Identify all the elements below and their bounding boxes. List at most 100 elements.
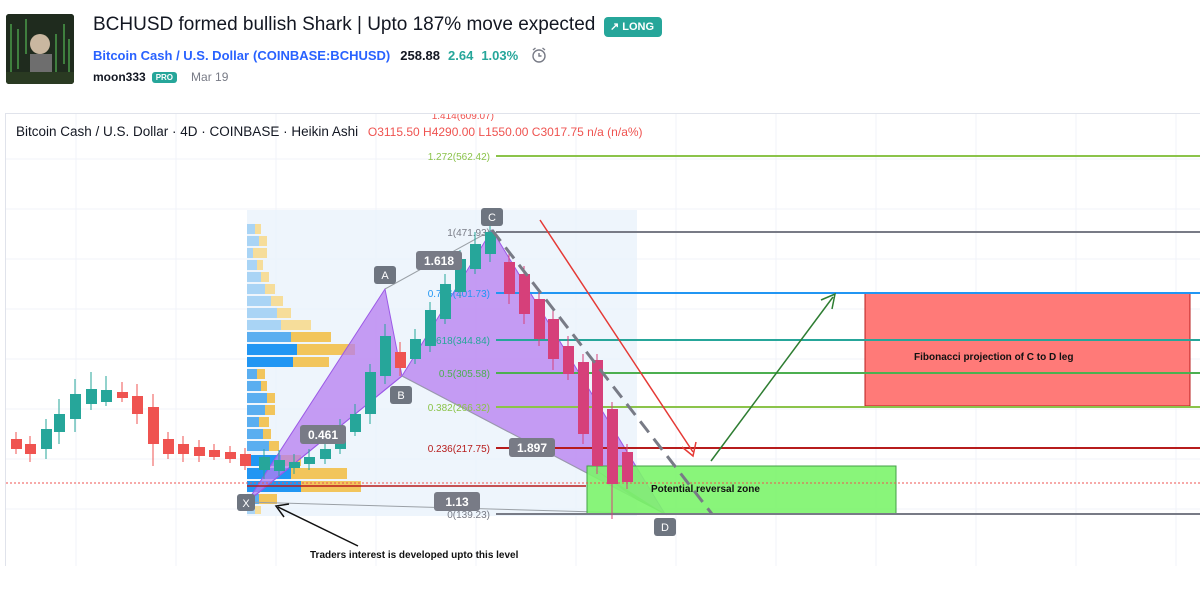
fib-label-0236: 0.236(217.75) xyxy=(428,444,490,455)
candle-body xyxy=(70,394,81,419)
candle-body xyxy=(101,390,112,402)
fib-projection-box xyxy=(864,292,1191,407)
candle-body xyxy=(425,310,436,346)
candle-body xyxy=(86,389,97,404)
price-change-percent: 1.03% xyxy=(481,47,519,63)
fib-label-1272: 1.272(562.42) xyxy=(428,152,490,163)
fib-label-0382: 0.382(266.32) xyxy=(428,403,490,414)
point-x-box xyxy=(237,494,255,511)
ratio-0461-box xyxy=(300,425,346,444)
ratio-1897-box xyxy=(509,438,555,457)
idea-header: BCHUSD formed bullish Shark | Upto 187% … xyxy=(0,0,1200,100)
candle-body xyxy=(194,447,205,456)
candle-body xyxy=(395,352,406,368)
green-target-arrow xyxy=(710,296,834,462)
fib-label-0: 0(139.23) xyxy=(447,510,490,521)
symbol-name-link[interactable]: Bitcoin Cash / U.S. Dollar xyxy=(93,47,250,63)
idea-title: BCHUSD formed bullish Shark | Upto 187% … xyxy=(93,14,596,35)
candle-body xyxy=(163,439,174,454)
black-arrow-head xyxy=(274,503,290,518)
author-row: moon333 PRO Mar 19 xyxy=(93,70,228,84)
candle-body xyxy=(470,244,481,269)
point-b-box xyxy=(390,386,412,404)
fib-label-0786: 0.786(401.73) xyxy=(428,289,490,300)
candle-body xyxy=(117,392,128,398)
cd-dashed-projection xyxy=(490,229,714,515)
candle-body xyxy=(440,284,451,319)
candle-body xyxy=(178,444,189,454)
candle-body xyxy=(209,450,220,457)
candle-body xyxy=(289,462,300,468)
candle-body xyxy=(259,457,270,470)
ohlc-values: O3115.50 H4290.00 L1550.00 C3017.75 n/a … xyxy=(367,125,643,139)
black-annotation-arrow xyxy=(277,506,359,547)
green-arrow-head xyxy=(820,292,837,310)
last-price: 258.88 xyxy=(400,47,441,63)
candle-body xyxy=(548,319,559,359)
chart-canvas[interactable]: Potential reversal zone Fibonacci projec… xyxy=(6,114,1200,566)
candle-body xyxy=(485,232,496,254)
fib-retracement xyxy=(6,155,1200,515)
ratio-1618-label: 1.618 xyxy=(424,254,454,268)
long-badge[interactable]: ↗ LONG xyxy=(604,17,663,37)
point-a-box xyxy=(374,266,396,284)
idea-thumbnail[interactable] xyxy=(6,14,74,84)
fib-label-1414: 1.414(609.07) xyxy=(432,114,494,122)
chart-legend: Bitcoin Cash / U.S. Dollar · 4D · COINBA… xyxy=(16,124,643,139)
alarm-clock-icon[interactable] xyxy=(530,46,548,64)
ratio-113-label: 1.13 xyxy=(445,495,469,509)
candle-body xyxy=(365,372,376,414)
candle-body xyxy=(11,439,22,449)
candle-body xyxy=(25,444,36,454)
symbol-exchange-link[interactable]: (COINBASE:BCHUSD) xyxy=(253,47,391,63)
candle-body xyxy=(225,452,236,459)
point-c-box xyxy=(481,208,503,226)
candle-body xyxy=(519,274,530,314)
candle-body xyxy=(320,449,331,459)
candle-body xyxy=(455,259,466,292)
pro-badge: PRO xyxy=(151,71,178,83)
symbol-row: Bitcoin Cash / U.S. Dollar (COINBASE:BCH… xyxy=(93,46,548,64)
ratio-0461-label: 0.461 xyxy=(308,428,338,442)
candle-body xyxy=(54,414,65,432)
point-b-label: B xyxy=(397,390,404,402)
candle-body xyxy=(563,346,574,374)
candle-body xyxy=(578,362,589,434)
price-change: 2.64 xyxy=(448,47,474,63)
ratio-113-box xyxy=(434,492,480,511)
fib-label-0618: 0.618(344.84) xyxy=(428,336,490,347)
publish-date: Mar 19 xyxy=(191,70,229,84)
ratio-1897-label: 1.897 xyxy=(517,441,547,455)
candle-body xyxy=(592,360,603,466)
fib-label-05: 0.5(305.58) xyxy=(439,369,490,380)
point-d-label: D xyxy=(661,522,669,534)
fib-label-1: 1(471.93) xyxy=(447,228,490,239)
point-x-label: X xyxy=(242,498,250,510)
ratio-1618-box xyxy=(416,251,462,270)
traders-interest-label: Traders interest is developed upto this … xyxy=(310,550,519,561)
candle-body xyxy=(274,460,285,471)
author-username[interactable]: moon333 xyxy=(93,70,146,84)
candle-body xyxy=(148,407,159,444)
arrow-up-right-icon: ↗ xyxy=(610,21,620,33)
candle-body xyxy=(534,299,545,339)
fib-projection-label: Fibonacci projection of C to D leg xyxy=(914,352,1073,363)
chart-symbol-title: Bitcoin Cash / U.S. Dollar · 4D · COINBA… xyxy=(16,124,359,139)
red-arrow-head xyxy=(681,441,697,458)
candle-body xyxy=(41,429,52,449)
candle-body xyxy=(380,336,391,376)
chart-area[interactable]: Potential reversal zone Fibonacci projec… xyxy=(5,113,1200,566)
point-d-box xyxy=(654,518,676,536)
candle-body xyxy=(622,452,633,482)
candle-body xyxy=(410,339,421,359)
prz-label: Potential reversal zone xyxy=(651,484,760,495)
long-badge-label: LONG xyxy=(622,21,655,33)
point-a-label: A xyxy=(381,270,389,282)
point-c-label: C xyxy=(488,212,496,224)
candle-body xyxy=(350,414,361,432)
candle-body xyxy=(504,262,515,294)
candle-body xyxy=(607,409,618,484)
candle-body xyxy=(132,396,143,414)
candle-body xyxy=(304,457,315,464)
red-projection-arrow xyxy=(539,219,694,453)
